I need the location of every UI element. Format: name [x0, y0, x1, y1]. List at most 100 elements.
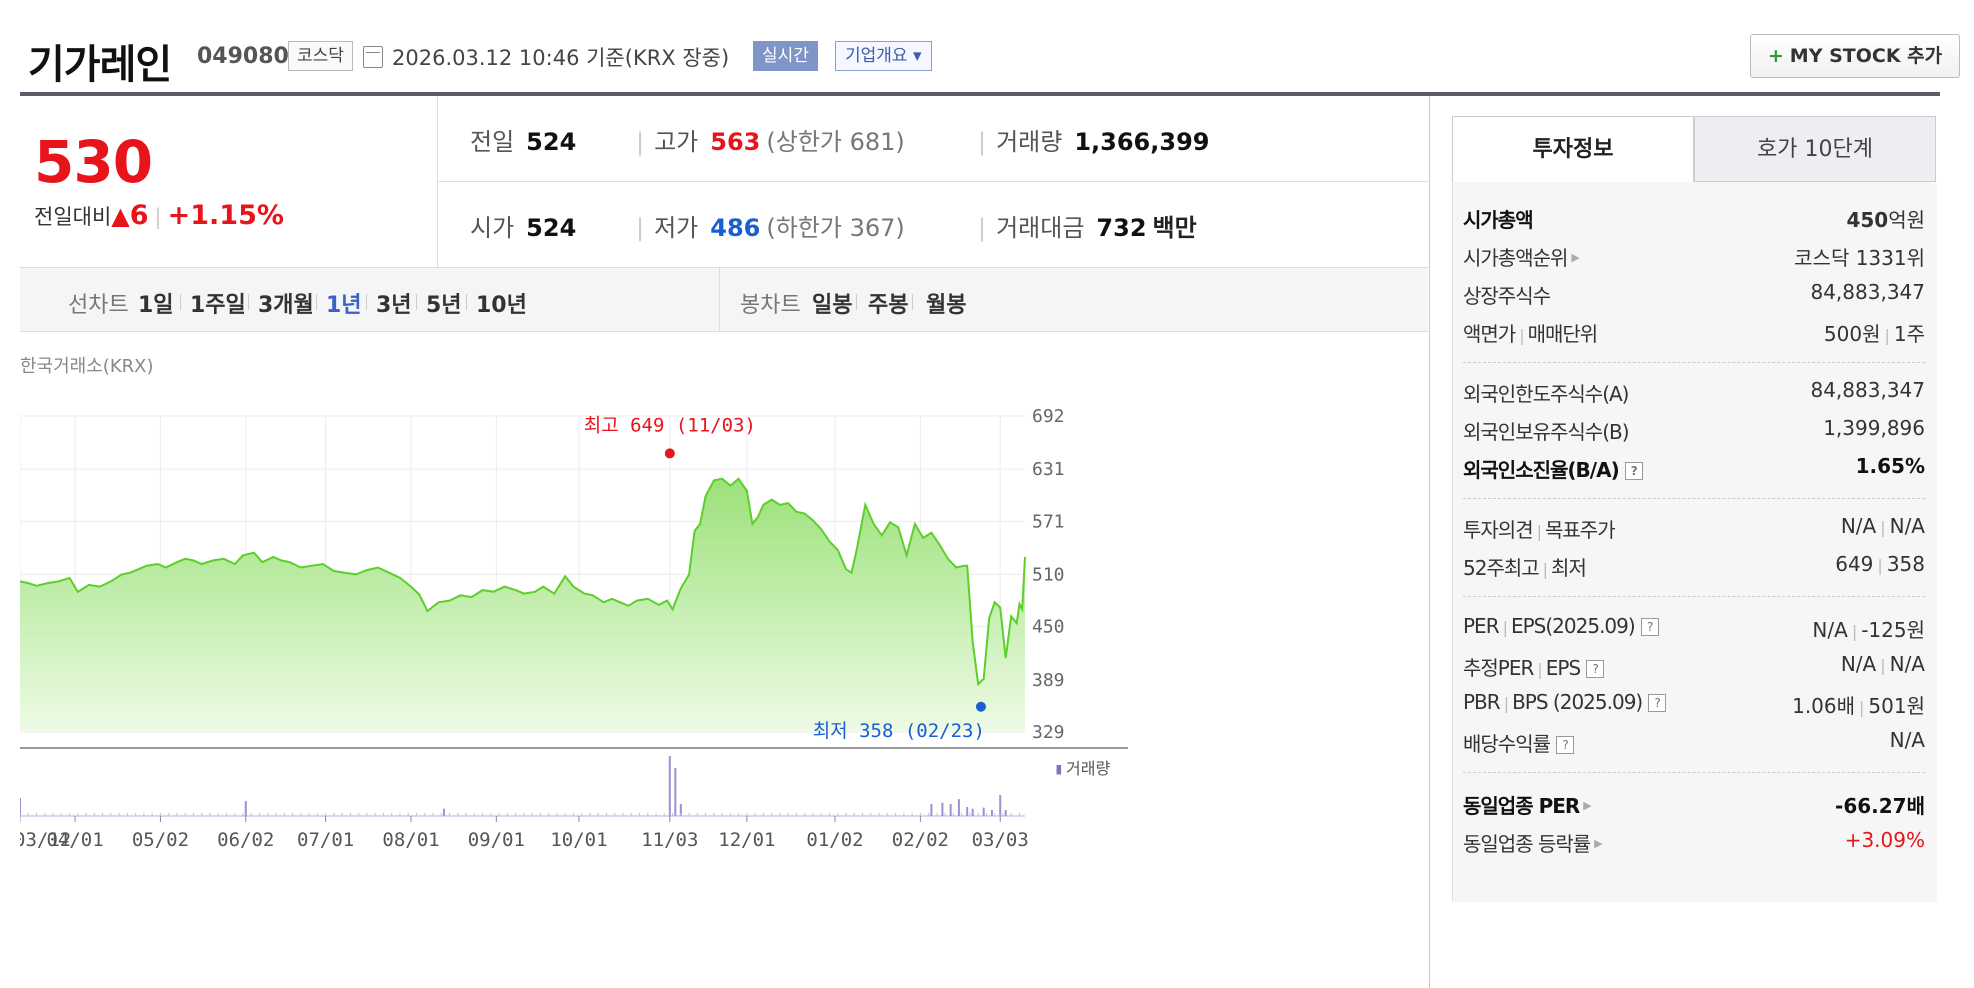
- price-tick-label: 450: [1032, 617, 1065, 638]
- foreign-hold-label: 외국인보유주식수(B): [1463, 420, 1630, 444]
- prev-close: 전일 524: [470, 122, 576, 157]
- help-icon[interactable]: ?: [1648, 694, 1667, 712]
- period-1y[interactable]: 1년: [326, 293, 362, 318]
- pbr-values: 1.06배 | 501원: [1792, 690, 1925, 719]
- help-icon[interactable]: ?: [1586, 660, 1605, 678]
- period-separator: [912, 294, 913, 310]
- sector-rate-value: +3.09%: [1844, 828, 1925, 852]
- period-3y[interactable]: 3년: [376, 293, 412, 318]
- date-tick-label: 04/01: [46, 829, 103, 851]
- separator: |: [1859, 698, 1865, 717]
- line-chart-periods: 선차트 1일 1주일 3개월 1년 3년 5년 10년: [20, 268, 720, 332]
- week52-values: 649 | 358: [1835, 552, 1925, 576]
- pbr-label: PBR: [1463, 690, 1501, 714]
- rank-value: 코스닥 1331위: [1794, 246, 1925, 270]
- market-cap: 450억원: [1846, 204, 1925, 233]
- date-tick-label: 09/01: [468, 829, 525, 851]
- plus-icon: +: [1767, 45, 1784, 67]
- week52-low-value: 358: [1886, 552, 1925, 576]
- candle-monthly[interactable]: 월봉: [926, 293, 967, 318]
- period-3m[interactable]: 3개월: [258, 293, 314, 318]
- dividend-label: 배당수익률: [1463, 732, 1551, 756]
- sector-rate-link[interactable]: 동일업종 등락률 ▶: [1463, 828, 1603, 857]
- volume-label: 거래량: [996, 128, 1063, 156]
- tab-orderbook[interactable]: 호가 10단계: [1694, 116, 1936, 182]
- shares-row: 상장주식수 84,883,347: [1463, 280, 1925, 310]
- week52-low-label: 최저: [1551, 556, 1587, 580]
- week52-high-value: 649: [1835, 552, 1874, 576]
- candle-chart-label: 봉차트: [740, 293, 801, 318]
- separator: |: [1503, 694, 1509, 713]
- day-low-label: 저가: [654, 214, 699, 242]
- prev-close-label: 전일: [470, 128, 515, 156]
- opinion-labels: 투자의견 | 목표주가: [1463, 514, 1616, 543]
- open-value: 524: [526, 214, 577, 242]
- trade-amount: | 거래대금 732 백만: [978, 208, 1197, 243]
- par-label: 액면가: [1463, 322, 1516, 346]
- foreign-limit-value: 84,883,347: [1810, 378, 1925, 402]
- market-cap-unit: 억원: [1888, 208, 1925, 232]
- line-chart-label: 선차트: [68, 293, 129, 318]
- trade-unit-value: 1주: [1893, 322, 1925, 346]
- date-tick-label: 08/01: [382, 829, 439, 851]
- help-icon[interactable]: ?: [1640, 618, 1659, 636]
- period-separator: [366, 294, 367, 310]
- open-label: 시가: [470, 214, 515, 242]
- realtime-button[interactable]: 실시간: [753, 41, 818, 71]
- up-arrow-icon: ▲: [111, 202, 130, 230]
- prev-close-value: 524: [526, 128, 577, 156]
- est-per-values: N/A | N/A: [1841, 652, 1925, 676]
- change-value: 6: [129, 200, 149, 231]
- company-overview-dropdown[interactable]: 기업개요 ▾: [835, 41, 932, 71]
- info-tabs: 투자정보 호가 10단계: [1452, 116, 1937, 182]
- price-change: 전일대비▲6 | +1.15%: [34, 200, 284, 231]
- sector-per-label: 동일업종 PER: [1463, 794, 1580, 818]
- separator: |: [1519, 326, 1524, 345]
- rank-link[interactable]: 시가총액순위 ▶: [1463, 242, 1580, 271]
- eps-label: EPS(2025.09): [1510, 614, 1636, 638]
- sector-per-link[interactable]: 동일업종 PER ▶: [1463, 790, 1592, 819]
- price-area-fill: [20, 478, 1025, 732]
- info-divider: [1463, 772, 1925, 773]
- separator: |: [1537, 660, 1542, 679]
- period-1w[interactable]: 1주일: [190, 293, 246, 318]
- period-10y[interactable]: 10년: [476, 293, 527, 318]
- period-separator: [248, 294, 249, 310]
- day-low: | 저가 486 (하한가 367): [636, 208, 905, 243]
- opinion-value: N/A: [1840, 514, 1877, 538]
- change-percent: +1.15%: [167, 200, 284, 231]
- exchange-label: 한국거래소(KRX): [20, 356, 154, 377]
- sector-per-value: -66.27배: [1835, 794, 1925, 818]
- foreign-ratio-row: 외국인소진율(B/A)? 1.65%: [1463, 454, 1925, 484]
- caret-right-icon: ▶: [1571, 251, 1580, 264]
- volume-value: 1,366,399: [1074, 128, 1210, 156]
- period-5y[interactable]: 5년: [426, 293, 462, 318]
- help-icon[interactable]: ?: [1556, 736, 1574, 754]
- est-eps-label: EPS: [1545, 656, 1581, 680]
- period-separator: [856, 294, 857, 310]
- pbr-row: PBR | BPS (2025.09)? 1.06배 | 501원: [1463, 690, 1925, 720]
- low-annotation: 최저 358 (02/23): [813, 720, 985, 742]
- tab-invest-info[interactable]: 투자정보: [1452, 116, 1694, 182]
- sector-rate-row: 동일업종 등락률 ▶ +3.09%: [1463, 828, 1925, 858]
- trade-unit-label: 매매단위: [1527, 322, 1599, 346]
- day-high-value: 563: [710, 128, 761, 156]
- per-row: PER | EPS(2025.09)? N/A | -125원: [1463, 614, 1925, 644]
- candle-daily[interactable]: 일봉: [812, 293, 853, 318]
- change-label: 전일대비: [34, 205, 112, 229]
- add-mystock-button[interactable]: + MY STOCK 추가: [1750, 34, 1960, 78]
- period-separator: [466, 294, 467, 310]
- per-label: PER: [1463, 614, 1500, 638]
- help-icon[interactable]: ?: [1624, 462, 1643, 480]
- candle-weekly[interactable]: 주봉: [868, 293, 909, 318]
- bps-value: 501원: [1868, 694, 1925, 718]
- open-price: 시가 524: [470, 208, 576, 243]
- separator: |: [1880, 518, 1886, 537]
- trade-amount-unit: 백만: [1152, 214, 1197, 242]
- period-1d[interactable]: 1일: [138, 293, 174, 318]
- lower-limit: (하한가 367): [766, 214, 905, 242]
- per-labels: PER | EPS(2025.09)?: [1463, 614, 1659, 638]
- date-tick-label: 03/12: [20, 829, 71, 851]
- upper-limit: (상한가 681): [766, 128, 905, 156]
